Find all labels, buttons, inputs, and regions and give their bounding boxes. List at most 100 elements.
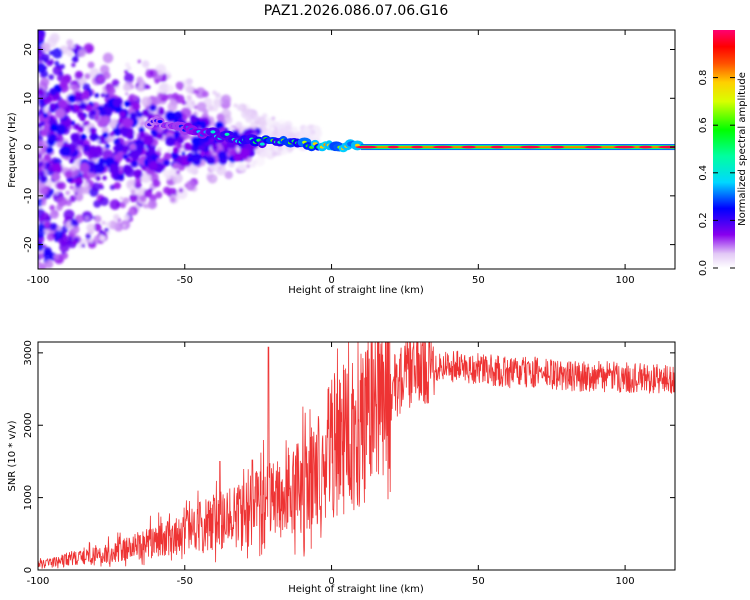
spectrogram-cell xyxy=(104,227,109,233)
spectrogram-cell xyxy=(163,152,172,161)
spectrogram-cell xyxy=(129,148,140,160)
x-tick-label: 100 xyxy=(616,576,635,587)
spectrogram-cell xyxy=(38,152,43,160)
spectrogram-cell xyxy=(54,191,59,195)
spectrogram-cell xyxy=(38,242,44,252)
spectrogram-cell xyxy=(94,215,102,223)
spectrogram-cell xyxy=(55,124,67,135)
spectrogram-cell xyxy=(173,132,180,138)
colorbar-tick-label: 0.8 xyxy=(698,70,709,86)
spectrogram-cell xyxy=(49,209,59,219)
spectrogram-cell xyxy=(51,172,61,182)
spectrogram-cell xyxy=(113,172,119,179)
spectrogram-cell xyxy=(152,179,161,188)
spectrogram-cell xyxy=(102,232,106,236)
spectrogram-cell xyxy=(129,193,138,203)
spectrogram-cell xyxy=(38,87,45,96)
spectrogram-cell xyxy=(123,214,131,221)
spectrogram-cell xyxy=(236,104,244,112)
spectrogram-cell xyxy=(43,221,50,228)
spectrogram-cell xyxy=(185,180,196,191)
spectrogram-cell xyxy=(250,162,256,168)
spectrogram-cell xyxy=(49,103,57,111)
x-tick-label: -100 xyxy=(27,275,50,286)
spectrogram-cell xyxy=(130,189,136,195)
spectrogram-cell xyxy=(38,228,45,239)
spectrogram-cell xyxy=(49,222,58,231)
spectrogram-cell xyxy=(163,186,171,195)
snr-panel: -100 -50 0 50 100 0 1000 2000 3000 Height of st… xyxy=(7,340,676,595)
spectrogram-frame xyxy=(37,29,676,270)
spectrogram-cell xyxy=(89,127,97,135)
spectrogram-cell xyxy=(48,74,55,81)
spectrogram-cell xyxy=(44,193,49,199)
spectrogram-cell xyxy=(184,78,193,87)
spectrogram-cell xyxy=(109,120,117,129)
spectrogram-cell xyxy=(195,112,200,117)
spectrogram-cell xyxy=(167,148,172,152)
spectrogram-cell xyxy=(38,46,43,55)
spectrogram-cell xyxy=(136,142,144,150)
spectrogram-cell xyxy=(246,164,251,169)
spectrogram-cell xyxy=(92,182,101,192)
spectrogram-cell xyxy=(310,129,316,135)
spectrogram-cell xyxy=(74,70,84,80)
spectrogram-cell xyxy=(138,126,145,133)
spectrogram-cell xyxy=(90,133,99,141)
spectrogram-cell xyxy=(86,223,95,233)
spectrogram-cell xyxy=(122,164,133,175)
spectrogram-cell xyxy=(72,239,78,245)
spectrogram-cell xyxy=(41,187,47,193)
spectrogram-cell xyxy=(48,50,54,56)
spectrogram-cell xyxy=(119,111,126,118)
spectrogram-cell xyxy=(108,163,120,175)
colorbar-tick-label: 0.4 xyxy=(698,165,709,181)
spectrogram-cell xyxy=(97,119,106,128)
spectrogram-cell xyxy=(38,161,44,167)
spectrogram-cell xyxy=(78,49,87,58)
spectrogram-cell xyxy=(143,134,155,146)
spectrogram-cell xyxy=(212,90,217,95)
spectrogram-cell xyxy=(55,108,66,119)
spectrogram-cell xyxy=(165,111,176,122)
spectrogram-cell xyxy=(109,131,115,137)
spectrogram-cell xyxy=(49,204,55,211)
spectrogram-cell xyxy=(147,85,151,89)
spectrogram-cell xyxy=(79,115,86,122)
spectrogram-cell xyxy=(69,195,77,203)
spectrogram-cell xyxy=(196,120,202,126)
spectrogram-cell xyxy=(111,79,120,87)
spectrogram-cell xyxy=(100,93,106,98)
spectrogram-cell xyxy=(52,47,63,59)
spectrogram-cell xyxy=(113,181,121,190)
x-tick-label: 50 xyxy=(472,576,485,587)
spectrogram-cell xyxy=(137,59,142,64)
spectrogram-cell xyxy=(53,230,64,240)
spectrogram-blobs xyxy=(38,30,322,269)
spectrogram-cell xyxy=(93,223,102,232)
spectrogram-cell xyxy=(118,169,124,175)
spectrogram-cell xyxy=(211,144,219,151)
spectrogram-cell xyxy=(71,55,79,63)
spectrogram-cell xyxy=(38,223,46,232)
y-tick-label: -10 xyxy=(23,188,34,204)
spectrogram-cell xyxy=(189,114,198,123)
snr-series-line xyxy=(38,342,675,569)
spectrogram-cell xyxy=(52,163,62,173)
spectrogram-cell xyxy=(74,49,79,54)
spectrogram-cell xyxy=(96,139,100,143)
snr-y-ticks: 0 1000 2000 3000 xyxy=(23,340,675,573)
spectrogram-cell xyxy=(62,116,67,121)
ridge-core xyxy=(210,130,216,134)
spectrogram-cell xyxy=(101,220,106,225)
spectrogram-cell xyxy=(147,199,158,210)
y-tick-label: 10 xyxy=(23,92,34,105)
x-tick-label: -100 xyxy=(27,576,50,587)
colorbar: 0.0 0.2 0.4 0.6 0.8 Normalized spectral ampl… xyxy=(698,30,748,276)
carrier-peak xyxy=(410,145,424,149)
carrier-band xyxy=(360,146,675,148)
spectrogram-cell xyxy=(54,60,60,66)
spectrogram-cell xyxy=(70,219,78,227)
spectrogram-cell xyxy=(167,93,174,100)
spectrogram-cell xyxy=(41,51,45,55)
